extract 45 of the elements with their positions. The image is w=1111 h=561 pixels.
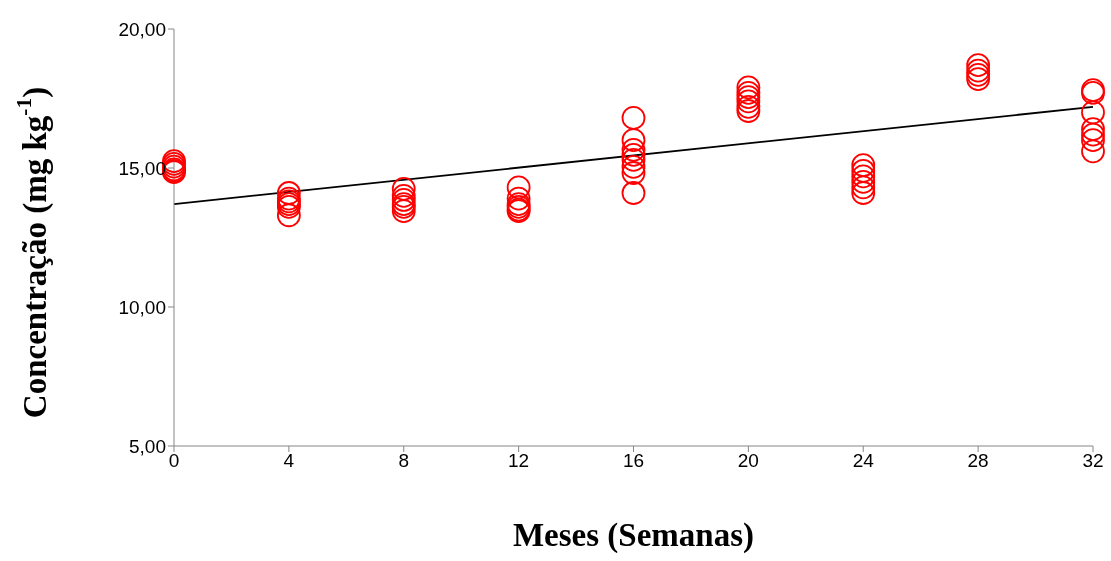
point [1081,122,1105,147]
point [391,188,416,212]
x-tick-label: 8 [398,450,410,472]
x-tick-label: 24 [852,450,875,472]
point [621,148,646,172]
point [851,170,876,194]
x-tick-label: 28 [967,450,989,472]
y-tick-label: 5,00 [129,435,166,457]
point [1081,139,1105,164]
point [1081,117,1105,141]
point [621,138,646,162]
point [621,106,646,130]
x-tick-label: 16 [622,450,645,472]
x-tick-label: 12 [508,450,530,472]
x-tick-label: 0 [168,450,180,472]
y-tick-label: 20,00 [118,18,166,40]
point [621,143,646,167]
x-tick-label: 32 [1082,450,1104,472]
point [736,99,761,123]
point [621,128,646,153]
point [851,181,876,205]
point [391,183,416,208]
point [506,175,531,200]
point [276,203,301,228]
point [621,181,646,205]
point [851,158,876,183]
x-tick-label: 4 [283,450,295,472]
point [966,67,991,91]
point [851,153,876,178]
point [736,75,761,100]
point [1081,128,1105,153]
x-axis-title: Meses (Semanas) [512,517,755,554]
point [1081,100,1105,125]
y-tick-label: 10,00 [118,296,166,318]
point [851,175,876,200]
point [621,161,646,185]
point [736,94,761,119]
x-tick-label: 20 [737,450,759,472]
point [851,164,876,189]
point [621,154,646,179]
point [391,176,416,201]
point [506,186,531,211]
point [736,81,761,105]
point [276,181,301,205]
point [966,53,991,78]
